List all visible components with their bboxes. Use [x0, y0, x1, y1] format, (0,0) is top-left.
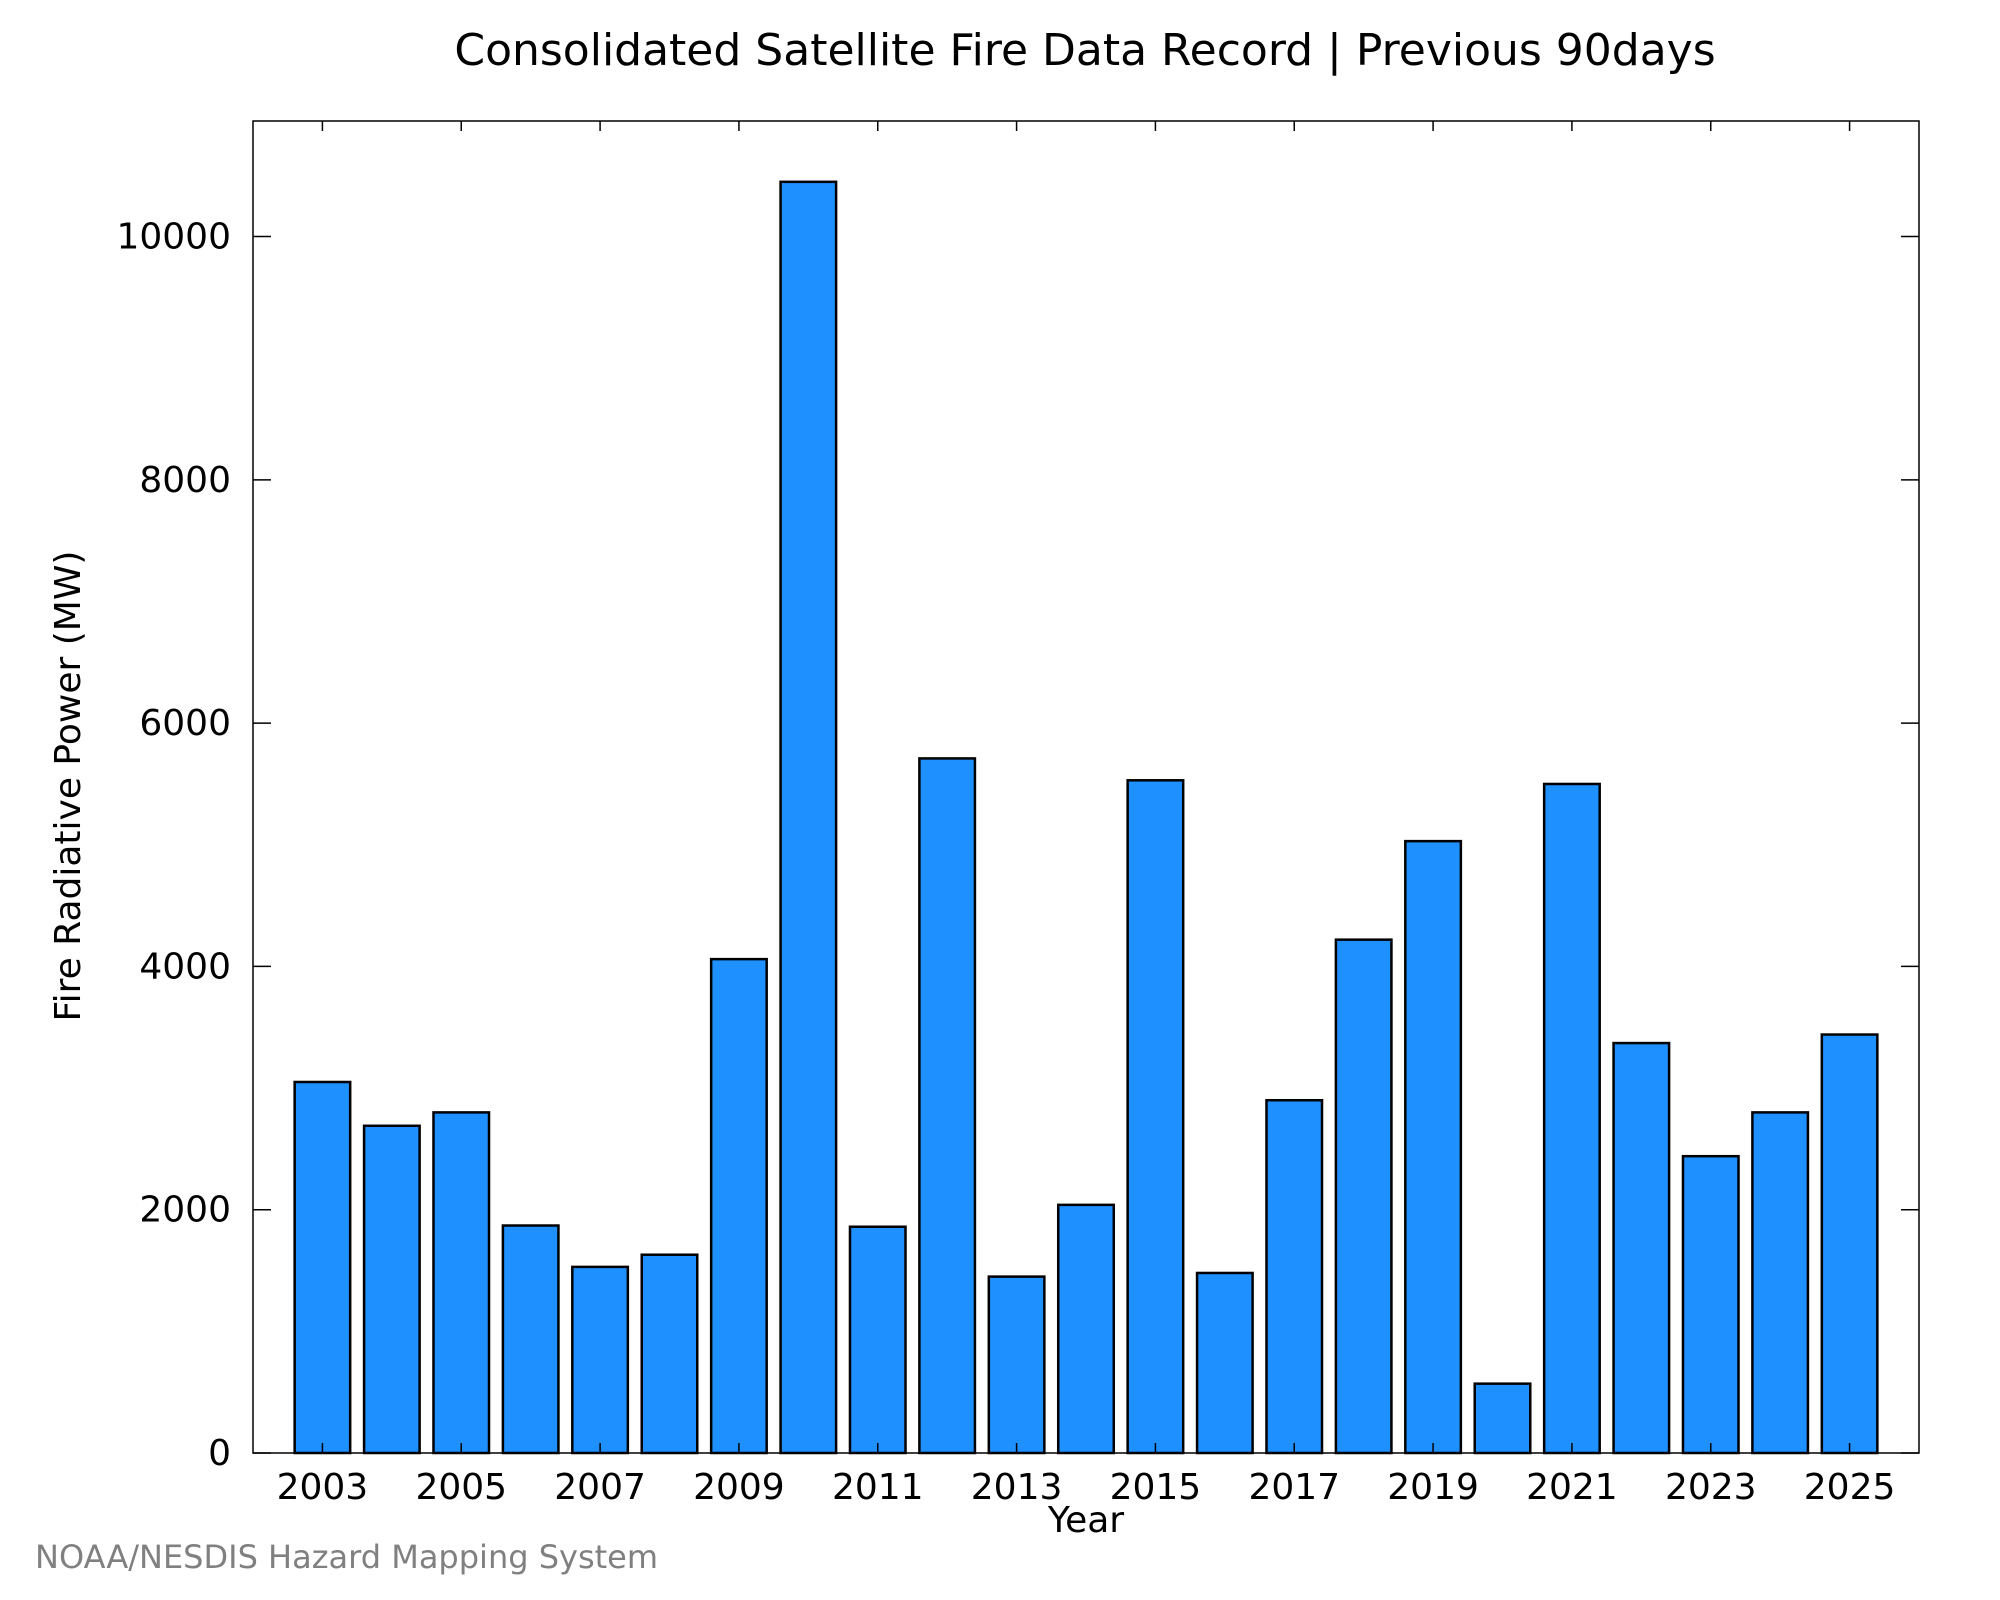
bar-2024: [1751, 1111, 1810, 1455]
bar-2021: [1542, 782, 1601, 1455]
bar-2020: [1473, 1382, 1532, 1455]
bar-2019: [1404, 839, 1463, 1455]
bar-2007: [571, 1265, 630, 1455]
y-tick-label-10000: 10000: [116, 217, 231, 258]
bar-2016: [1195, 1271, 1254, 1455]
x-tick-label-2015: 2015: [1110, 1467, 1202, 1508]
chart-title: Consolidated Satellite Fire Data Record …: [454, 25, 1715, 76]
bar-2010: [779, 180, 838, 1455]
bar-2017: [1265, 1098, 1324, 1455]
x-tick-label-2003: 2003: [277, 1467, 369, 1508]
bars-group: [293, 180, 1879, 1455]
y-axis-ticks: 0 2000 4000 6000 8000 10000: [116, 217, 1919, 1474]
bar-2009: [709, 957, 768, 1455]
bar-2005: [432, 1111, 491, 1455]
source-credit: NOAA/NESDIS Hazard Mapping System: [35, 1538, 659, 1576]
bar-2003: [293, 1080, 352, 1455]
bar-2025: [1820, 1033, 1879, 1455]
x-tick-label-2011: 2011: [832, 1467, 924, 1508]
y-axis-label: Fire Radiative Power (MW): [48, 551, 89, 1022]
bar-2023: [1681, 1154, 1740, 1455]
x-tick-label-2013: 2013: [971, 1467, 1063, 1508]
bar-2018: [1334, 938, 1393, 1455]
x-tick-label-2009: 2009: [693, 1467, 785, 1508]
y-tick-label-6000: 6000: [139, 703, 231, 744]
y-tick-label-4000: 4000: [139, 946, 231, 987]
x-tick-label-2005: 2005: [415, 1467, 507, 1508]
bar-2011: [848, 1225, 907, 1455]
x-tick-label-2017: 2017: [1248, 1467, 1340, 1508]
x-axis-ticks: 2003 2005 2007 2009 2011 2013 2015 2017 2019 2021…: [277, 121, 1896, 1508]
bar-2022: [1612, 1041, 1671, 1455]
y-tick-label-2000: 2000: [139, 1190, 231, 1231]
bar-2004: [362, 1124, 421, 1455]
bar-2008: [640, 1253, 699, 1455]
bar-2015: [1126, 779, 1185, 1455]
bar-2006: [501, 1224, 560, 1455]
x-tick-label-2023: 2023: [1665, 1467, 1757, 1508]
x-tick-label-2021: 2021: [1526, 1467, 1618, 1508]
y-tick-label-0: 0: [208, 1433, 231, 1474]
bar-2012: [918, 757, 977, 1455]
y-tick-label-8000: 8000: [139, 460, 231, 501]
x-tick-label-2019: 2019: [1387, 1467, 1479, 1508]
bar-2014: [1056, 1203, 1116, 1455]
bar-2013: [987, 1275, 1046, 1455]
x-tick-label-2025: 2025: [1804, 1467, 1896, 1508]
x-axis-label: Year: [1047, 1500, 1124, 1541]
x-tick-label-2007: 2007: [554, 1467, 646, 1508]
